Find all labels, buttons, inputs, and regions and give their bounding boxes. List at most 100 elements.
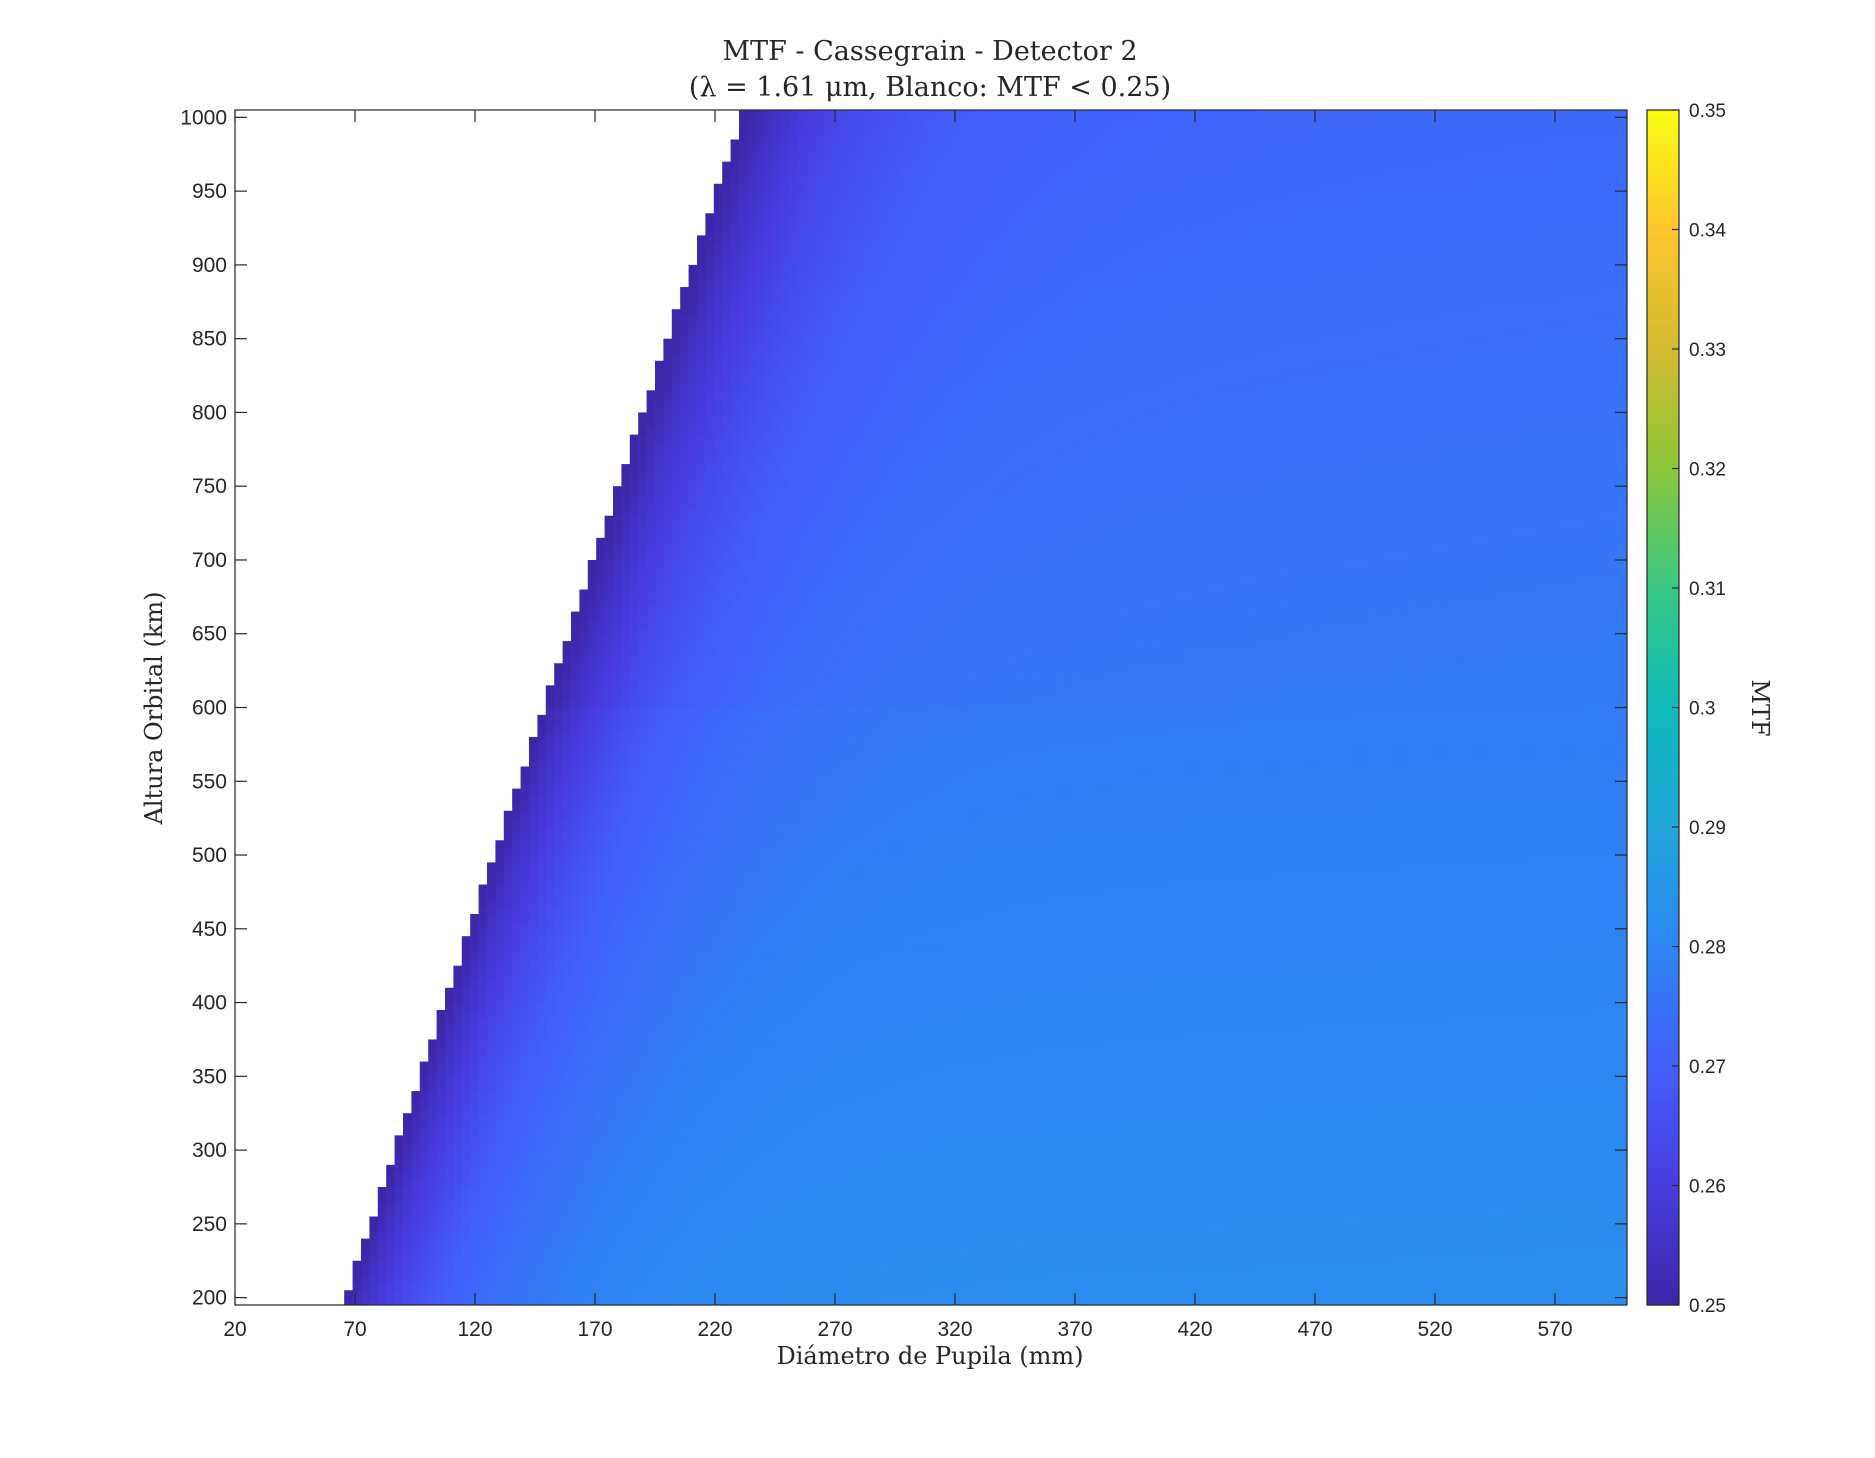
heatmap-cell <box>991 1068 1001 1078</box>
heatmap-cell <box>1520 1142 1530 1151</box>
heatmap-cell <box>1184 1083 1194 1092</box>
heatmap-cell <box>587 1172 597 1181</box>
heatmap-cell <box>554 1216 564 1225</box>
heatmap-cell <box>1268 1275 1278 1284</box>
heatmap-cell <box>881 1253 891 1262</box>
heatmap-cell <box>915 1253 925 1262</box>
heatmap-cell <box>730 1194 740 1203</box>
heatmap-cell <box>1276 1245 1286 1255</box>
heatmap-cell <box>1360 1194 1370 1203</box>
heatmap-cell <box>1301 1186 1311 1196</box>
heatmap-cell <box>503 1157 513 1166</box>
heatmap-cell <box>1587 1068 1597 1078</box>
heatmap-cell <box>562 1282 572 1292</box>
heatmap-cell <box>386 1245 396 1255</box>
heatmap-cell <box>705 1223 715 1233</box>
heatmap-cell <box>839 1245 849 1255</box>
heatmap-cell <box>403 1135 413 1144</box>
heatmap-cell <box>1175 1290 1185 1299</box>
heatmap-cell <box>411 1127 421 1137</box>
heatmap-cell <box>1335 1068 1345 1078</box>
heatmap-cell <box>1553 1113 1563 1122</box>
heatmap-cell <box>839 1127 849 1137</box>
heatmap-cell <box>806 1260 816 1269</box>
heatmap-cell <box>1604 1083 1614 1092</box>
heatmap-cell <box>1369 1113 1379 1122</box>
heatmap-cell <box>1041 1275 1051 1284</box>
heatmap-cell <box>890 1098 900 1107</box>
heatmap-cell <box>713 1054 723 1063</box>
heatmap-cell <box>839 1150 849 1159</box>
heatmap-cell <box>428 1216 438 1225</box>
heatmap-cell <box>1251 1297 1261 1305</box>
heatmap-cell <box>1360 1172 1370 1181</box>
heatmap-cell <box>1184 1172 1194 1181</box>
heatmap-cell <box>722 1282 732 1292</box>
heatmap-cell <box>881 1282 891 1292</box>
heatmap-cell <box>974 1179 984 1188</box>
heatmap-cell <box>1285 1068 1295 1078</box>
heatmap-cell <box>1562 1290 1572 1299</box>
heatmap-cell <box>797 1120 807 1129</box>
heatmap-cell <box>621 1054 631 1063</box>
heatmap-cell <box>831 1238 841 1247</box>
heatmap-cell <box>1217 1068 1227 1078</box>
heatmap-cell <box>1612 1223 1622 1233</box>
heatmap-cell <box>1495 1135 1505 1144</box>
heatmap-cell <box>856 1201 866 1210</box>
heatmap-cell <box>1024 1282 1034 1292</box>
heatmap-cell <box>713 1076 723 1085</box>
heatmap-cell <box>1100 1297 1110 1305</box>
heatmap-cell <box>478 1091 488 1100</box>
heatmap-cell <box>1478 1098 1488 1107</box>
heatmap-cell <box>856 1216 866 1225</box>
heatmap-cell <box>1184 1068 1194 1078</box>
heatmap-cell <box>823 1260 833 1269</box>
heatmap-cell <box>1285 1216 1295 1225</box>
heatmap-cell <box>1545 1157 1555 1166</box>
heatmap-cell <box>1579 1150 1589 1159</box>
heatmap-cell <box>562 1120 572 1129</box>
heatmap-cell <box>890 1194 900 1203</box>
heatmap-cell <box>781 1113 791 1122</box>
heatmap-cell <box>1234 1290 1244 1299</box>
heatmap-cell <box>394 1282 404 1292</box>
heatmap-cell <box>470 1142 480 1151</box>
heatmap-cell <box>663 1231 673 1240</box>
heatmap-cell <box>1310 1179 1320 1188</box>
heatmap-cell <box>1058 1157 1068 1166</box>
heatmap-cell <box>1243 1091 1253 1100</box>
heatmap-cell <box>1587 1120 1597 1129</box>
heatmap-cell <box>907 1245 917 1255</box>
heatmap-cell <box>1579 1172 1589 1181</box>
heatmap-cell <box>419 1150 429 1159</box>
heatmap-cell <box>856 1186 866 1196</box>
heatmap-cell <box>1125 1179 1135 1188</box>
heatmap-cell <box>562 1297 572 1305</box>
heatmap-cell <box>520 1179 530 1188</box>
heatmap-cell <box>1495 1127 1505 1137</box>
heatmap-cell <box>1444 1238 1454 1247</box>
heatmap-cell <box>428 1245 438 1255</box>
heatmap-cell <box>655 1150 665 1159</box>
heatmap-cell <box>1058 1201 1068 1210</box>
heatmap-cell <box>470 1076 480 1085</box>
heatmap-cell <box>545 1216 555 1225</box>
heatmap-cell <box>529 1275 539 1284</box>
heatmap-cell <box>1453 1186 1463 1196</box>
heatmap-cell <box>1268 1253 1278 1262</box>
heatmap-cell <box>1175 1194 1185 1203</box>
heatmap-cell <box>923 1172 933 1181</box>
heatmap-cell <box>1268 1268 1278 1277</box>
heatmap-cell <box>671 1179 681 1188</box>
heatmap-cell <box>403 1157 413 1166</box>
heatmap-cell <box>1595 1268 1605 1277</box>
heatmap-cell <box>562 1157 572 1166</box>
heatmap-cell <box>655 1164 665 1174</box>
heatmap-cell <box>453 1127 463 1137</box>
heatmap-cell <box>1184 1150 1194 1159</box>
heatmap-cell <box>974 1209 984 1218</box>
heatmap-cell <box>1528 1105 1538 1115</box>
heatmap-cell <box>814 1142 824 1151</box>
heatmap-cell <box>579 1253 589 1262</box>
